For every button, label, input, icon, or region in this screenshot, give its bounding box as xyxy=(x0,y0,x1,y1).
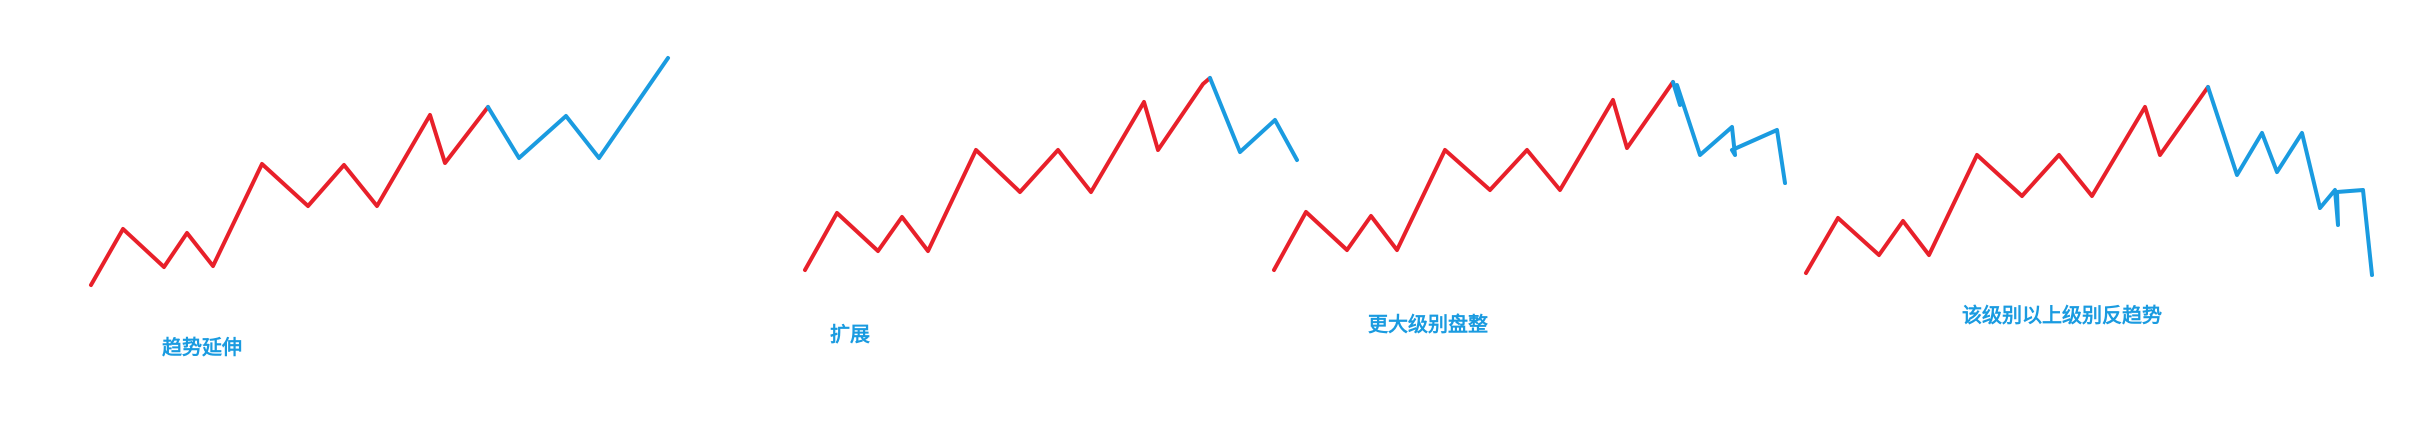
continuation-blue-line xyxy=(1208,76,1299,162)
uptrend-red-line xyxy=(803,76,1212,272)
continuation-blue-line xyxy=(2206,85,2374,277)
caption-larger-consolidation: 更大级别盘整 xyxy=(1368,312,1488,336)
continuation-blue-line xyxy=(1671,80,1787,185)
uptrend-red-line xyxy=(89,105,490,287)
caption-counter-trend: 该级别以上级别反趋势 xyxy=(1962,303,2162,327)
caption-expansion: 扩展 xyxy=(830,322,870,346)
panel-expansion xyxy=(803,76,1299,272)
panel-larger-consolidation xyxy=(1272,80,1787,272)
panel-counter-trend xyxy=(1804,85,2374,277)
uptrend-red-line xyxy=(1272,80,1675,272)
uptrend-red-line xyxy=(1804,85,2210,275)
panel-trend-extension xyxy=(89,56,670,287)
caption-trend-extension: 趋势延伸 xyxy=(162,335,242,359)
continuation-blue-line xyxy=(486,56,670,160)
